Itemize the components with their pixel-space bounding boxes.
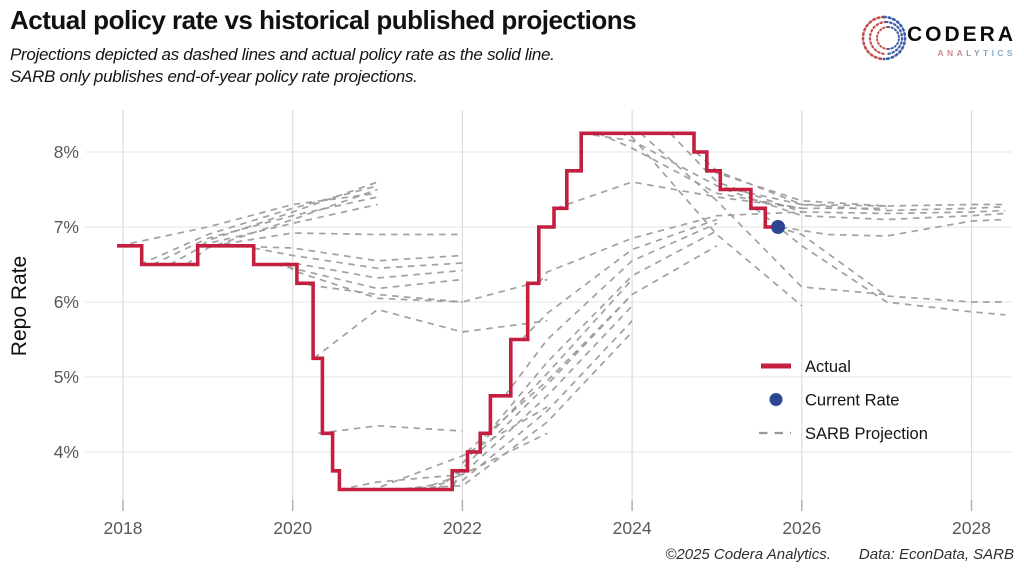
page-title: Actual policy rate vs historical publish… [10,5,637,35]
sarb-projection-line [241,244,463,270]
sarb-projection-line [619,132,803,307]
sarb-projection-line [152,196,378,266]
x-tick-2024: 2024 [613,518,652,538]
sarb-projection-line [381,331,633,491]
sarb-projection-line [169,203,378,266]
sarb-projection-line [287,264,463,303]
y-tick-7: 7% [54,217,79,237]
sarb-projection-line [754,207,1006,316]
sarb-projection-line [368,406,548,491]
codera-logo: CODERA ANALYTICS [859,12,1016,68]
y-axis-label: Repo Rate [8,256,31,356]
sarb-projection-line [581,132,887,207]
sarb-projection-line [521,218,718,341]
y-tick-8: 8% [54,142,79,162]
sarb-projection-line [318,424,463,435]
logo-sub-2: LY [966,47,984,58]
sarb-projection-line [504,222,718,397]
sarb-projection-line [436,293,633,491]
sarb-projection-line [695,151,1006,212]
x-tick-2026: 2026 [782,518,821,538]
logo-sub-3: TICS [983,47,1016,58]
sarb-projection-line [296,278,548,303]
logo-sub-1: ANA [937,47,967,58]
sarb-projection-line [725,188,1006,221]
sarb-projection-line [139,184,378,266]
codera-logo-name: CODERA [906,22,1016,46]
data-source-text: Data: EconData, SARB [858,546,1014,563]
y-tick-4: 4% [54,442,79,462]
codera-globe-icon [861,15,907,61]
sarb-projection-line [597,132,802,210]
sarb-projection-line [275,263,463,290]
sarb-projection-line [538,211,802,284]
y-tick-6: 6% [54,292,79,312]
chart-footer: ©2025 Codera Analytics. Data: EconData, … [665,546,1014,563]
sarb-projection-line [466,245,718,453]
x-tick-2020: 2020 [273,518,312,538]
codera-logo-text: CODERA ANALYTICS [907,23,1016,58]
codera-logo-subtitle: ANALYTICS [938,48,1016,58]
legend-sarb-projection-label: SARB Projection [805,425,928,443]
legend-actual-label: Actual [805,358,851,376]
current-rate-dot [771,220,786,234]
chart-subtitle: Projections depicted as dashed lines and… [10,44,555,88]
sarb-projection-line [313,308,548,359]
sarb-projection-line [780,218,1006,237]
legend-current-rate-marker [769,393,783,406]
sarb-projection-line [453,278,633,487]
copyright-text: ©2025 Codera Analytics. [665,546,831,563]
sarb-projection-line [211,232,463,247]
subtitle-line-1: Projections depicted as dashed lines and… [10,45,555,64]
subtitle-line-2: SARB only publishes end-of-year policy r… [10,67,418,86]
x-tick-2022: 2022 [443,518,482,538]
sarb-projection-line [200,181,378,247]
legend-current-rate-label: Current Rate [805,392,899,410]
y-tick-5: 5% [54,367,79,387]
sarb-projection-line [640,132,887,296]
chart-legend: Actual Current Rate SARB Projection [759,358,928,443]
sarb-projection-line [224,244,463,262]
sarb-projection-line [555,181,887,210]
x-tick-2028: 2028 [952,518,991,538]
sarb-projection-line [118,192,378,247]
sarb-projection-line [776,226,1006,303]
sarb-projection-line [712,170,1006,207]
sarb-projection-line [402,320,633,491]
x-tick-2018: 2018 [104,518,143,538]
actual-policy-rate-line [117,131,778,492]
